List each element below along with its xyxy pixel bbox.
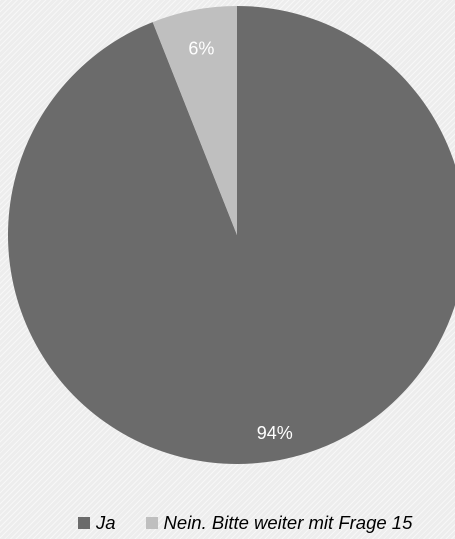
legend-swatch-ja — [78, 517, 90, 529]
legend-swatch-nein — [145, 517, 158, 529]
slice-label-1: 6% — [188, 38, 214, 58]
legend-item-ja: Ja — [78, 512, 116, 534]
legend: Ja Nein. Bitte weiter mit Frage 15 — [78, 510, 412, 536]
legend-label-ja: Ja — [96, 512, 116, 533]
slice-labels: 94% 6% — [188, 38, 292, 443]
pie-slice-0 — [8, 6, 455, 464]
legend-item-nein: Nein. Bitte weiter mit Frage 15 — [145, 512, 413, 534]
legend-label-nein: Nein. Bitte weiter mit Frage 15 — [163, 512, 413, 533]
pie-slices — [8, 6, 455, 464]
pie-slice-1 — [152, 6, 237, 235]
slice-label-0: 94% — [257, 423, 293, 443]
